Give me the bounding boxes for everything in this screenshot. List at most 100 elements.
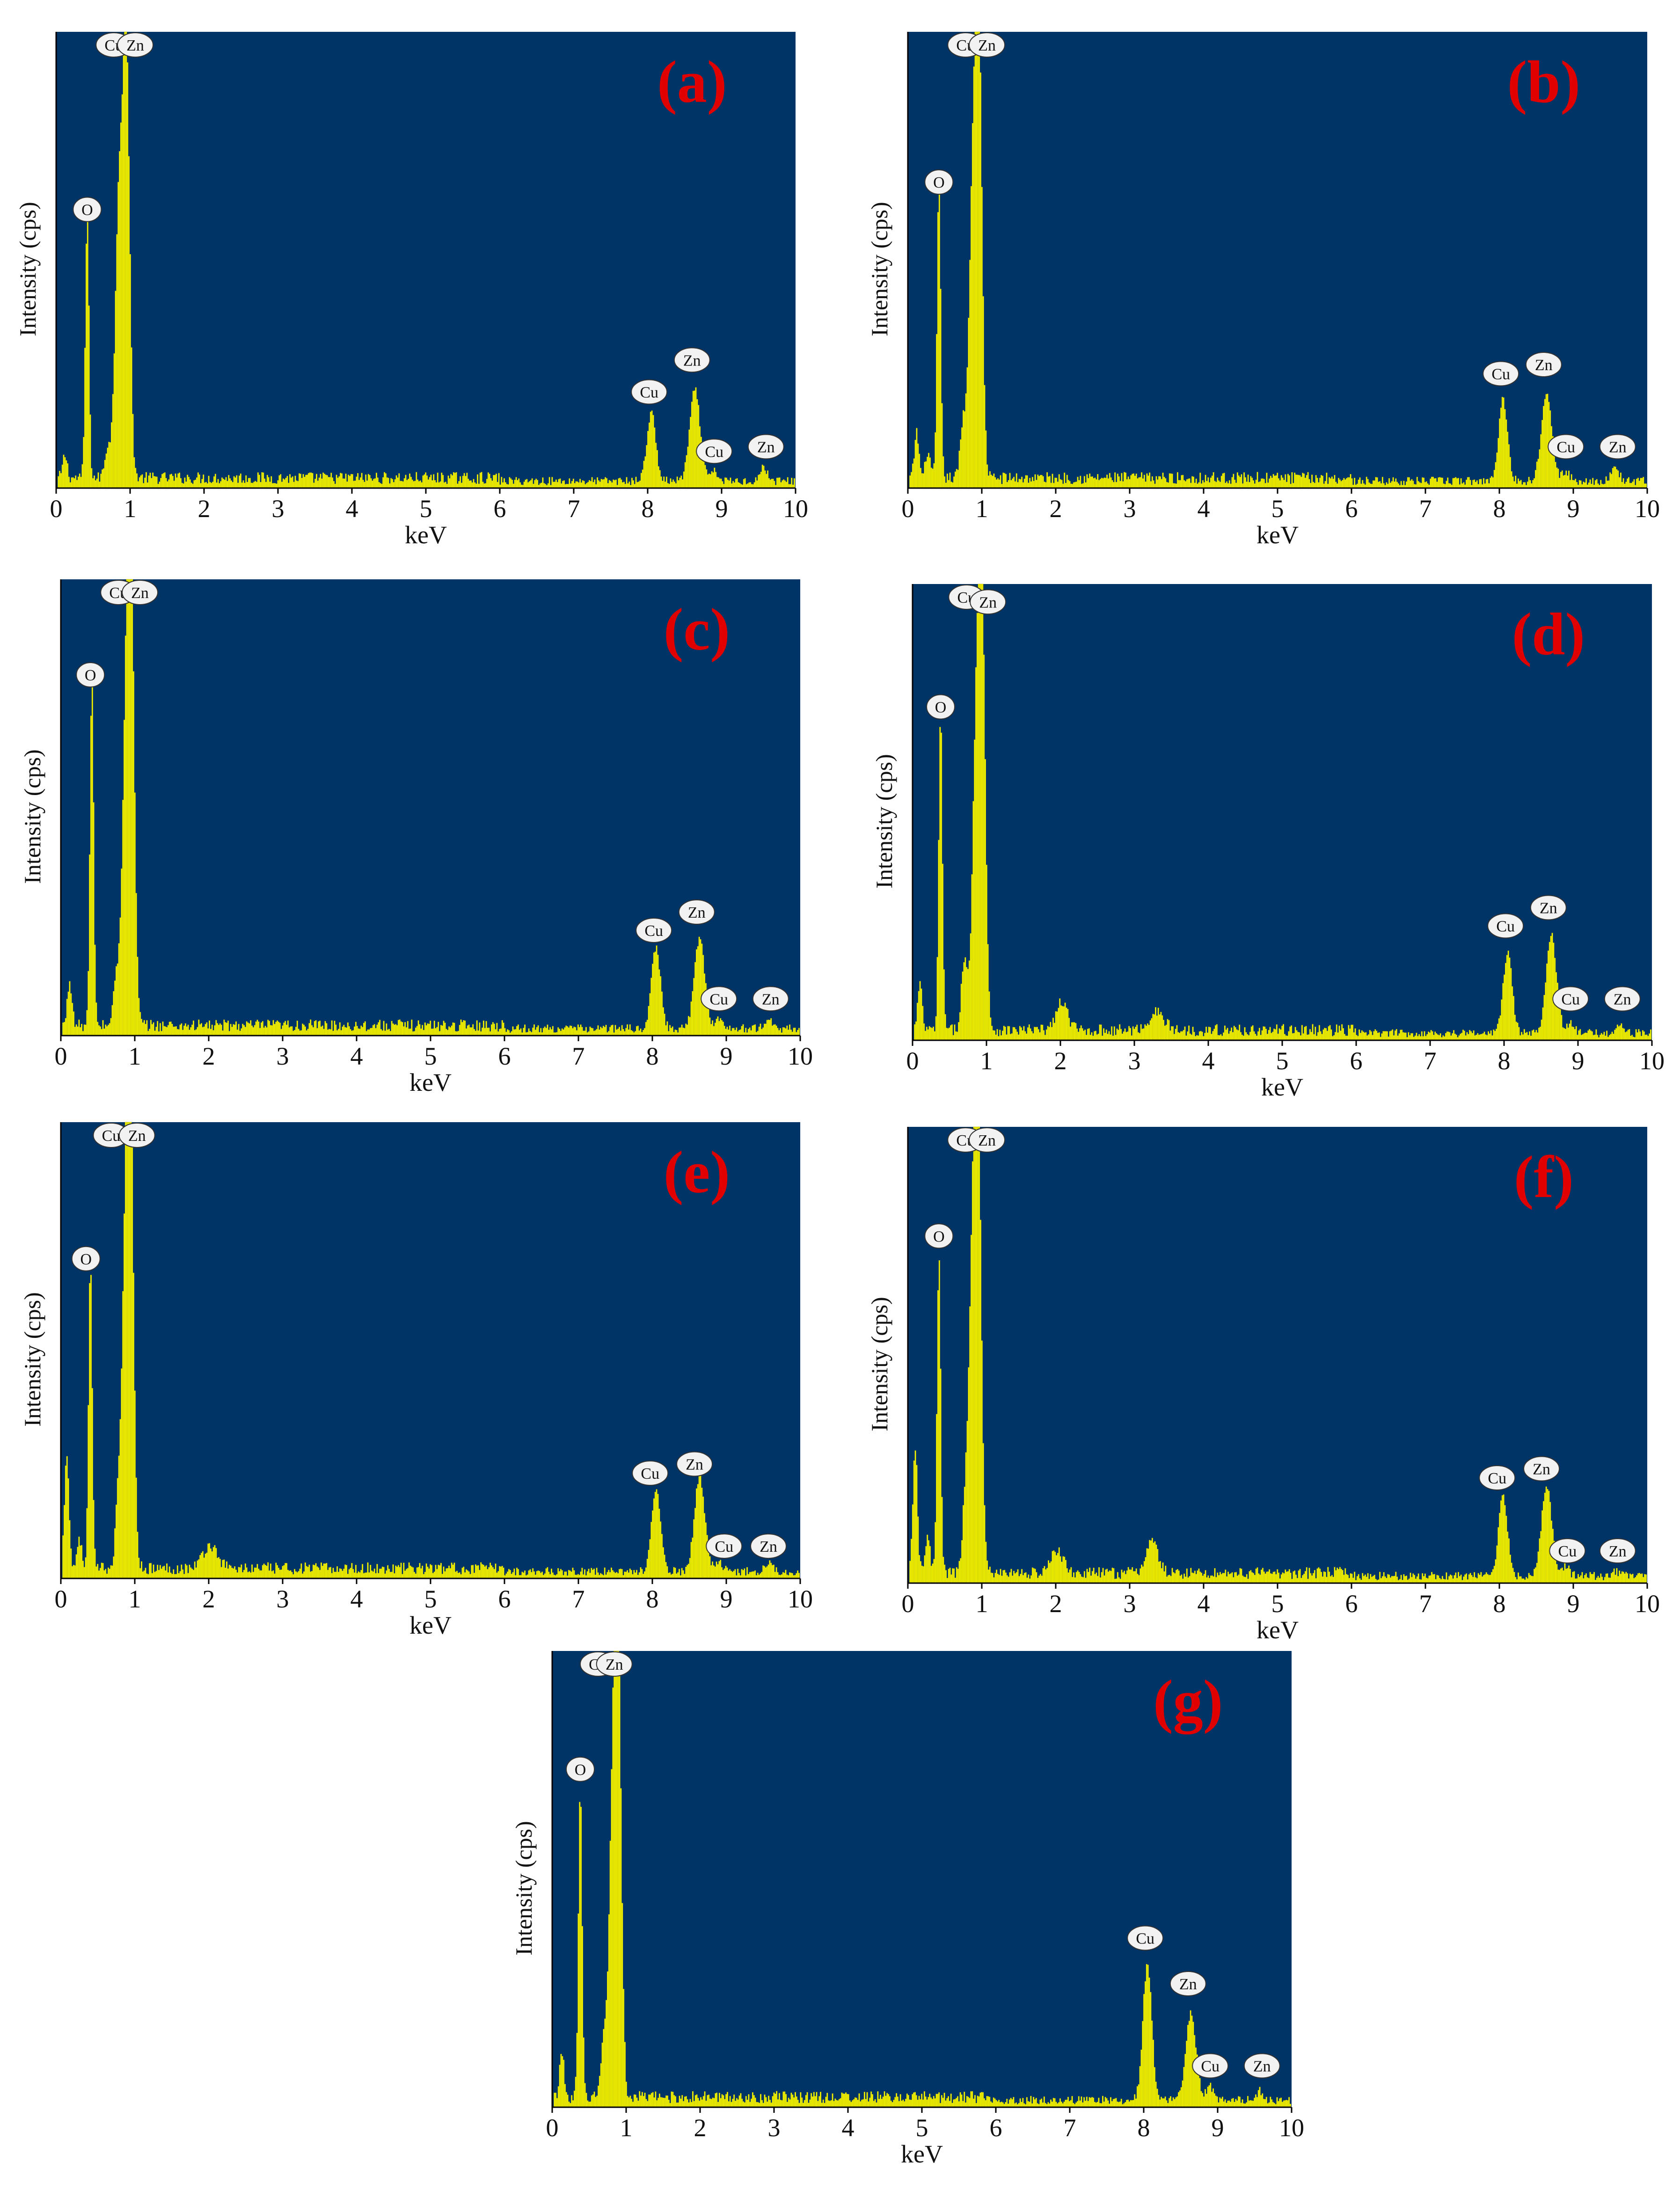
- spectrum-bar: [303, 1024, 305, 1036]
- spectrum-bar: [85, 243, 87, 489]
- spectrum-bar: [1378, 1032, 1380, 1041]
- spectrum-bar: [547, 1567, 548, 1579]
- spectrum-bar: [1417, 1573, 1419, 1584]
- spectrum-bar: [1246, 482, 1248, 489]
- spectrum-bar: [692, 391, 694, 489]
- spectrum-bar: [1147, 475, 1149, 489]
- spectrum-bar: [254, 1025, 256, 1036]
- spectrum-bar: [1298, 475, 1300, 489]
- spectrum-bar: [896, 2093, 898, 2108]
- spectrum-bar: [173, 1026, 175, 1036]
- spectrum-bar: [1605, 1573, 1607, 1584]
- spectrum-bar: [172, 475, 174, 489]
- spectrum-bar: [329, 1567, 331, 1579]
- spectrum-bar: [676, 1030, 678, 1036]
- spectrum-bar: [1493, 1030, 1495, 1041]
- spectrum-bar: [918, 2096, 920, 2108]
- spectrum-bar: [1001, 2102, 1002, 2108]
- spectrum-bar: [1650, 1029, 1651, 1041]
- spectrum-bar: [215, 1020, 217, 1036]
- spectrum-bar: [1097, 474, 1099, 489]
- spectrum-bar: [1509, 957, 1511, 1041]
- spectrum-bar: [416, 1567, 418, 1579]
- spectrum-bar: [552, 1572, 554, 1579]
- spectrum-bar: [64, 457, 66, 489]
- spectrum-bar: [728, 2101, 730, 2108]
- spectrum-bar: [356, 1026, 358, 1036]
- peak-label-bubble: [596, 1651, 633, 1677]
- spectrum-bar: [1557, 468, 1559, 489]
- spectrum-bar: [1353, 1032, 1355, 1041]
- spectrum-bar: [957, 2096, 958, 2108]
- spectrum-bar: [548, 1571, 550, 1579]
- spectrum-bar: [1052, 1017, 1054, 1041]
- spectrum-bar: [373, 1568, 375, 1579]
- spectrum-bar: [192, 1020, 194, 1036]
- spectrum-bar: [584, 1569, 586, 1579]
- spectrum-bar: [1100, 1024, 1102, 1041]
- spectrum-bar: [608, 480, 610, 489]
- spectrum-bar: [1515, 1577, 1517, 1584]
- peak-label-bubble: [1599, 1538, 1636, 1563]
- spectrum-bar: [921, 1565, 923, 1584]
- x-tick-label: 3: [272, 495, 285, 523]
- spectrum-bar: [113, 1556, 115, 1579]
- spectrum-bar: [451, 1563, 453, 1579]
- spectrum-bar: [628, 1572, 629, 1579]
- spectrum-bar: [862, 2099, 864, 2108]
- spectrum-bar: [989, 1566, 991, 1584]
- spectrum-bar: [1276, 2097, 1278, 2108]
- spectrum-bar: [152, 472, 154, 489]
- spectrum-bar: [1637, 477, 1639, 489]
- spectrum-bar: [1266, 473, 1268, 489]
- spectrum-bar: [1178, 1570, 1180, 1584]
- spectrum-bar: [1537, 459, 1539, 489]
- spectrum-bar: [733, 1028, 735, 1036]
- spectrum-bar: [164, 472, 166, 489]
- x-tick-label: 7: [1419, 495, 1432, 523]
- spectrum-bar: [165, 1026, 167, 1036]
- peak-label: Zn: [1599, 434, 1636, 460]
- spectrum-bar: [284, 479, 285, 489]
- spectrum-bar: [66, 460, 67, 489]
- spectrum-bar: [1031, 1031, 1033, 1041]
- spectrum-bar: [256, 1020, 258, 1036]
- spectrum-bar: [554, 482, 556, 489]
- spectrum-bar: [696, 2094, 698, 2108]
- spectrum-bar: [688, 2102, 690, 2108]
- spectrum-bar: [665, 476, 667, 489]
- spectrum-bar: [176, 477, 178, 489]
- spectrum-bar: [353, 481, 355, 489]
- spectrum-bar: [195, 1029, 197, 1036]
- spectrum-bar: [205, 482, 207, 489]
- spectrum-bar: [179, 472, 181, 489]
- spectrum-bar: [1570, 474, 1572, 489]
- spectrum-bar: [447, 1568, 449, 1579]
- spectrum-bar: [581, 1027, 583, 1036]
- spectrum-bar: [1119, 481, 1121, 489]
- spectrum-bar: [657, 1494, 659, 1579]
- spectrum-bar: [1130, 2100, 1132, 2108]
- spectrum-bar: [1121, 1033, 1123, 1041]
- spectrum-bar: [280, 1569, 282, 1579]
- spectrum-bar: [1633, 479, 1635, 489]
- spectrum-bar: [1469, 1573, 1471, 1584]
- spectrum-bar: [1133, 473, 1135, 489]
- spectrum-bar: [1379, 1571, 1381, 1584]
- spectrum-bar: [1453, 1030, 1455, 1041]
- spectrum-bar: [738, 2095, 740, 2108]
- spectrum-bar: [686, 455, 687, 489]
- spectrum-bar: [379, 1569, 381, 1579]
- spectrum-bar: [789, 1024, 791, 1036]
- spectrum-bar: [380, 1029, 382, 1036]
- y-axis-label: Intensity (cps): [511, 1821, 537, 1955]
- spectrum-bar: [373, 479, 375, 489]
- spectrum-bar: [250, 1572, 252, 1579]
- spectrum-bar: [296, 480, 298, 489]
- x-tick-label: 5: [424, 1585, 437, 1613]
- spectrum-bar: [529, 481, 531, 489]
- spectrum-bar: [123, 48, 124, 489]
- spectrum-bar: [1632, 481, 1634, 489]
- spectrum-bar: [1463, 1030, 1465, 1041]
- spectrum-bar: [1517, 478, 1519, 489]
